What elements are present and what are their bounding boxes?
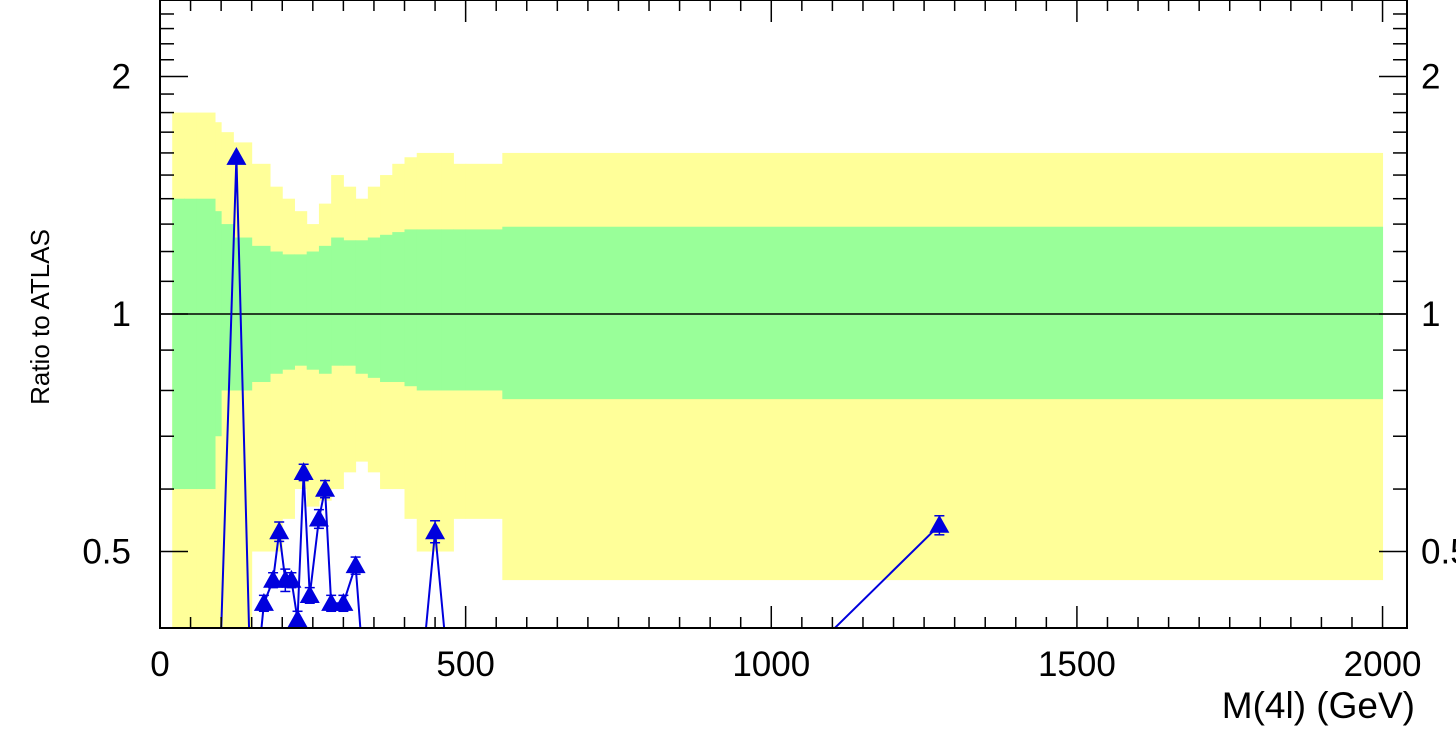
band-1-bin <box>428 229 442 391</box>
band-1-bin <box>416 229 430 391</box>
tick-labels: 0 500 1000 1500 2000 0.5 0.5 1 1 2 2 <box>82 57 1456 684</box>
band-1-bin <box>270 251 283 374</box>
data-series <box>220 147 950 628</box>
band-1-bin <box>215 211 222 437</box>
band-1-bin <box>318 245 332 374</box>
band-1-bin <box>196 198 216 490</box>
data-point-marker <box>308 508 329 527</box>
y-tick-label-right: 2 <box>1421 57 1440 96</box>
band-1-bin <box>184 198 198 490</box>
data-point-marker <box>293 462 314 480</box>
band-1-bin <box>355 240 369 374</box>
data-point-marker <box>299 585 320 603</box>
x-axis-title: M(4l) (GeV) <box>1222 685 1415 726</box>
uncertainty-bands <box>172 112 1384 628</box>
data-point-marker <box>315 478 336 497</box>
data-point-marker <box>425 521 446 540</box>
data-point-marker <box>287 609 308 628</box>
axes-frame <box>159 0 1408 629</box>
data-point-marker <box>281 569 302 588</box>
y-tick-label: 2 <box>112 57 131 96</box>
band-1-bin <box>465 229 503 391</box>
x-tick-label: 500 <box>436 645 494 684</box>
y-axis-title: Ratio to ATLAS <box>25 229 55 405</box>
x-tick-label: 0 <box>150 645 169 684</box>
band-1-bin <box>343 240 357 366</box>
band-1-bin <box>441 229 454 391</box>
y-tick-label: 0.5 <box>82 533 131 572</box>
x-tick-label: 2000 <box>1344 645 1422 684</box>
band-1-bin <box>404 229 418 387</box>
data-point-marker <box>226 147 247 165</box>
data-point-marker <box>253 593 274 611</box>
data-point-marker <box>333 593 354 611</box>
band-1-bin <box>502 226 1384 400</box>
band-1-bin <box>172 198 185 490</box>
band-1-bin <box>282 254 295 370</box>
x-tick-label: 1500 <box>1038 645 1116 684</box>
band-1-bin <box>380 234 393 383</box>
y-tick-label-right: 1 <box>1421 295 1440 334</box>
y-tick-label: 1 <box>112 295 131 334</box>
band-1-bin <box>392 232 406 383</box>
band-1-bin <box>306 251 320 370</box>
x-tick-label: 1000 <box>732 645 810 684</box>
data-point-marker <box>345 555 366 574</box>
data-point-marker <box>929 514 950 533</box>
y-tick-label-right: 0.5 <box>1421 533 1456 572</box>
data-point-marker <box>269 521 290 540</box>
band-1-bin <box>453 229 467 391</box>
band-1-bin <box>331 237 344 366</box>
band-1-bin <box>294 254 308 366</box>
band-1-bin <box>367 237 381 378</box>
series-line <box>220 157 941 628</box>
